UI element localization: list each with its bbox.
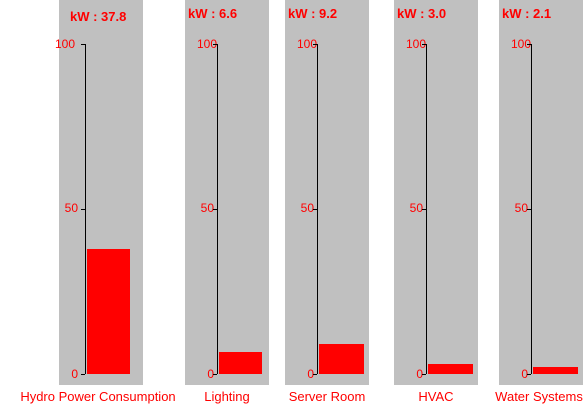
- tick-label-0: 0: [207, 367, 214, 381]
- tick-label-100: 100: [405, 37, 426, 51]
- gauge-readout: kW : 3.0: [397, 6, 447, 21]
- gauge-bar: [87, 249, 130, 374]
- gauge-readout: kW : 2.1: [502, 6, 552, 21]
- gauge-bar: [428, 364, 473, 374]
- tick-0: [422, 374, 426, 375]
- tick-label-50: 50: [64, 201, 78, 215]
- gauge-panel: [285, 0, 369, 385]
- tick-label-0: 0: [307, 367, 314, 381]
- tick-0: [213, 374, 217, 375]
- tick-label-50: 50: [409, 201, 423, 215]
- axis-line: [217, 44, 218, 374]
- axis-line: [317, 44, 318, 374]
- gauge-bar: [319, 344, 364, 374]
- tick-0: [527, 374, 531, 375]
- tick-100: [313, 44, 317, 45]
- tick-0: [81, 374, 85, 375]
- tick-label-50: 50: [514, 201, 528, 215]
- tick-label-0: 0: [521, 367, 528, 381]
- tick-100: [81, 44, 85, 45]
- axis-line: [85, 44, 86, 374]
- tick-label-0: 0: [71, 367, 78, 381]
- axis-line: [426, 44, 427, 374]
- gauge-label: Water Systems: [495, 389, 583, 404]
- tick-label-100: 100: [510, 37, 531, 51]
- gauge-readout: kW : 9.2: [288, 6, 338, 21]
- tick-100: [527, 44, 531, 45]
- tick-label-100: 100: [54, 37, 75, 51]
- tick-0: [313, 374, 317, 375]
- tick-label-100: 100: [196, 37, 217, 51]
- tick-50: [81, 209, 85, 210]
- gauge-readout: kW : 6.6: [188, 6, 238, 21]
- tick-label-100: 100: [296, 37, 317, 51]
- gauge-label: Server Room: [288, 389, 366, 404]
- gauge-bar: [533, 367, 578, 374]
- tick-50: [527, 209, 531, 210]
- gauge-readout: kW : 37.8: [70, 9, 127, 24]
- tick-50: [213, 209, 217, 210]
- gauge-bar: [219, 352, 262, 374]
- tick-100: [213, 44, 217, 45]
- axis-line: [531, 44, 532, 374]
- tick-50: [422, 209, 426, 210]
- gauge-label: Hydro Power Consumption: [20, 389, 176, 404]
- tick-label-0: 0: [416, 367, 423, 381]
- tick-100: [422, 44, 426, 45]
- gauge-panel: [185, 0, 269, 385]
- tick-50: [313, 209, 317, 210]
- gauge-label: Lighting: [204, 389, 250, 404]
- gauge-panel: [394, 0, 478, 385]
- gauge-label: HVAC: [418, 389, 454, 404]
- gauge-panel: [499, 0, 583, 385]
- tick-label-50: 50: [300, 201, 314, 215]
- tick-label-50: 50: [200, 201, 214, 215]
